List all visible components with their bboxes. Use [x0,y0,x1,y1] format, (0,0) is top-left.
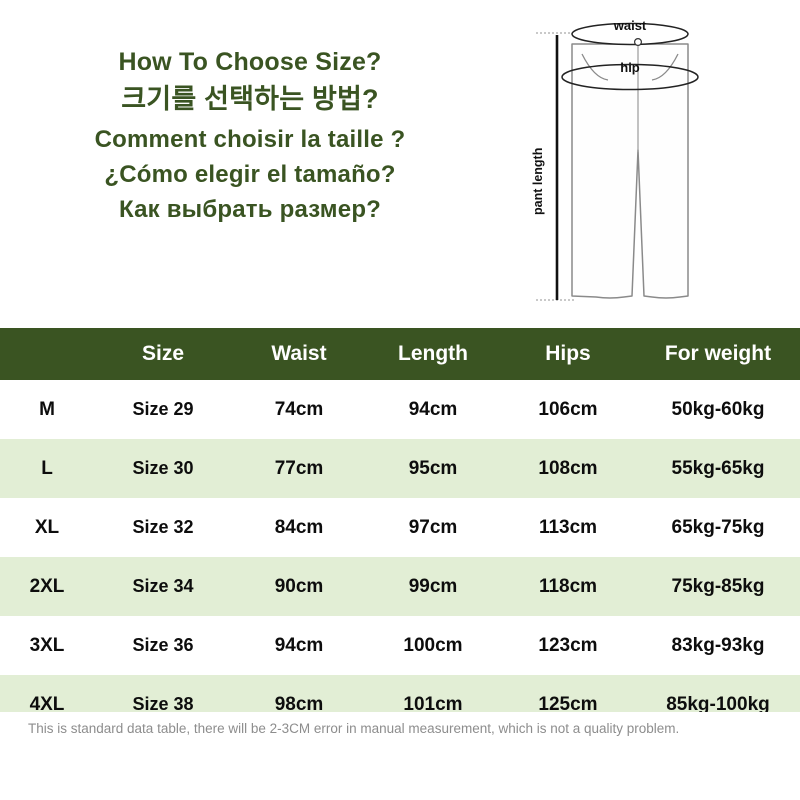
column-header-for-weight: For weight [636,328,800,380]
measurement-disclaimer: This is standard data table, there will … [0,712,800,739]
cell-size-tag: Size 29 [94,380,232,439]
column-header-waist: Waist [232,328,366,380]
cell-weight: 75kg-85kg [636,557,800,616]
cell-length: 99cm [366,557,500,616]
cell-weight: 50kg-60kg [636,380,800,439]
heading-block: How To Choose Size? 크기를 선택하는 방법? Comment… [0,46,500,225]
column-header-blank [0,328,94,380]
table-row: M Size 29 74cm 94cm 106cm 50kg-60kg [0,380,800,439]
cell-hips: 118cm [500,557,636,616]
table-row: XL Size 32 84cm 97cm 113cm 65kg-75kg [0,498,800,557]
cell-size-tag: Size 36 [94,616,232,675]
table-row: 3XL Size 36 94cm 100cm 123cm 83kg-93kg [0,616,800,675]
cell-weight: 55kg-65kg [636,439,800,498]
heading-french: Comment choisir la taille ? [94,125,406,153]
cell-size-label: XL [0,498,94,557]
table-header-row: Size Waist Length Hips For weight [0,328,800,380]
hip-ellipse [561,63,699,91]
cell-size-label: M [0,380,94,439]
cell-weight: 83kg-93kg [636,616,800,675]
button-icon [633,37,642,46]
pocket-left [581,53,609,81]
cell-size-tag: Size 34 [94,557,232,616]
table-row: L Size 30 77cm 95cm 108cm 55kg-65kg [0,439,800,498]
cell-size-label: 2XL [0,557,94,616]
cell-hips: 106cm [500,380,636,439]
cell-waist: 94cm [232,616,366,675]
heading-english: How To Choose Size? [118,48,382,76]
heading-korean: 크기를 선택하는 방법? [121,83,379,114]
table-row: 2XL Size 34 90cm 99cm 118cm 75kg-85kg [0,557,800,616]
cell-length: 95cm [366,439,500,498]
pants-measurement-diagram: pant length hip waist [512,0,800,320]
size-chart-table: Size Waist Length Hips For weight M Size… [0,328,800,734]
heading-russian: Как выбрать размер? [118,195,382,223]
cell-hips: 113cm [500,498,636,557]
column-header-hips: Hips [500,328,636,380]
cell-waist: 90cm [232,557,366,616]
cell-size-tag: Size 30 [94,439,232,498]
pocket-right [651,53,679,81]
cell-size-label: 3XL [0,616,94,675]
pants-outline [571,43,689,299]
cell-hips: 123cm [500,616,636,675]
cell-waist: 74cm [232,380,366,439]
hip-label: hip [620,60,640,75]
heading-spanish: ¿Cómo elegir el tamaño? [104,160,396,188]
column-header-size: Size [94,328,232,380]
cell-waist: 84cm [232,498,366,557]
cell-length: 94cm [366,380,500,439]
cell-waist: 77cm [232,439,366,498]
cell-length: 100cm [366,616,500,675]
cell-weight: 65kg-75kg [636,498,800,557]
waist-ellipse [571,22,689,46]
column-header-length: Length [366,328,500,380]
cell-length: 97cm [366,498,500,557]
pant-length-label: pant length [531,148,545,215]
cell-size-label: L [0,439,94,498]
cell-size-tag: Size 32 [94,498,232,557]
cell-hips: 108cm [500,439,636,498]
waist-label: waist [613,18,647,33]
